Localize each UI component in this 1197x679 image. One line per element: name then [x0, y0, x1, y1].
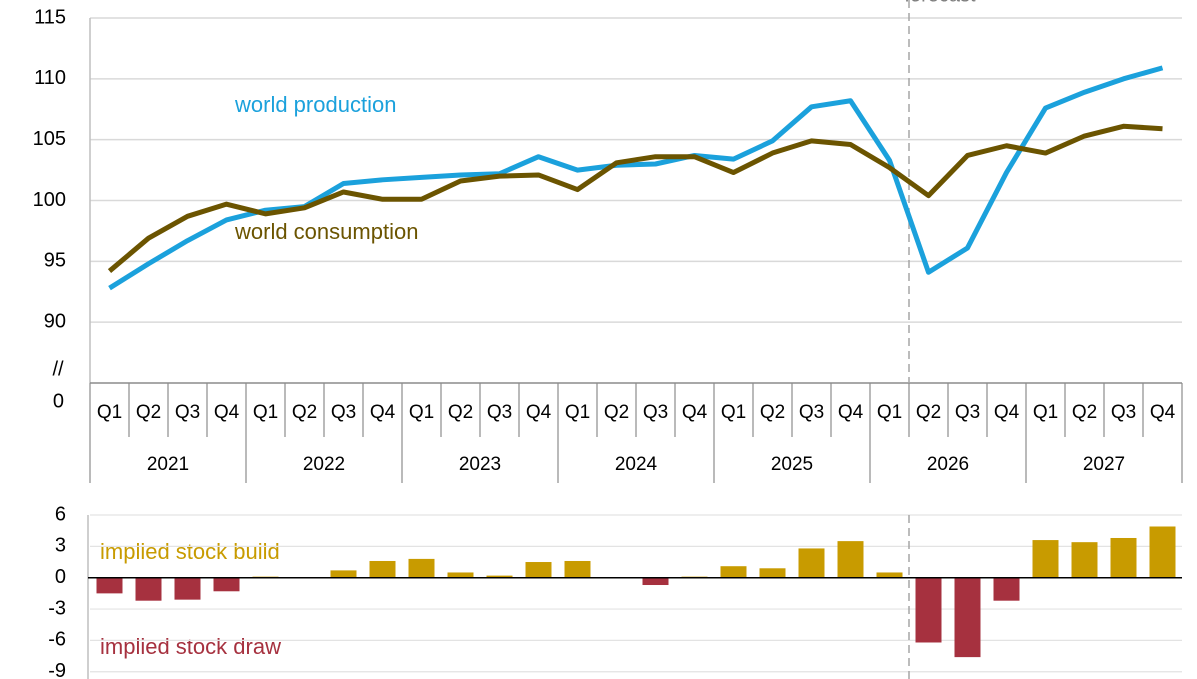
x-tick-label: Q1 — [97, 402, 122, 423]
x-tick-label: Q4 — [1150, 402, 1176, 423]
x-tick-label: Q4 — [526, 402, 552, 423]
bar-annotation: implied stock draw — [100, 634, 281, 659]
x-tick-label: Q1 — [253, 402, 278, 423]
x-tick-label: Q3 — [955, 402, 980, 423]
bar-annotation: implied stock build — [100, 539, 280, 564]
y-tick-label: 95 — [44, 250, 66, 272]
y-tick-label: -3 — [48, 597, 66, 619]
bar — [1110, 537, 1137, 578]
bar — [525, 562, 552, 578]
y-tick-label: 90 — [44, 310, 66, 332]
x-tick-label: Q2 — [136, 402, 161, 423]
bar — [96, 577, 123, 594]
y-tick-label: 100 — [33, 189, 66, 211]
x-tick-label: Q4 — [994, 402, 1020, 423]
x-tick-label: Q4 — [838, 402, 864, 423]
x-tick-label: Q2 — [916, 402, 941, 423]
series-label: world consumption — [234, 219, 418, 244]
bar — [174, 577, 201, 600]
x-tick-label: Q3 — [643, 402, 668, 423]
bar — [135, 577, 162, 601]
x-tick-label: Q4 — [214, 402, 240, 423]
bar — [915, 577, 942, 643]
y-tick-label: 3 — [55, 535, 66, 557]
x-tick-label: Q3 — [1111, 402, 1136, 423]
x-tick-label: Q1 — [565, 402, 590, 423]
bar — [447, 572, 474, 578]
forecast-label: forecast — [904, 0, 976, 6]
bar — [954, 577, 981, 658]
x-tick-label: Q3 — [331, 402, 356, 423]
x-tick-label: Q3 — [487, 402, 512, 423]
series-line — [107, 123, 1163, 273]
y-tick-label: 6 — [55, 503, 66, 525]
bar — [876, 572, 903, 578]
x-tick-label: Q3 — [799, 402, 824, 423]
bar — [369, 560, 396, 578]
x-tick-label: Q1 — [721, 402, 746, 423]
bar — [564, 560, 591, 578]
bar — [720, 566, 747, 578]
x-group-label: 2023 — [459, 454, 501, 475]
x-tick-label: Q2 — [1072, 402, 1097, 423]
x-tick-label: Q3 — [175, 402, 200, 423]
series-label: world production — [234, 92, 396, 117]
bar — [837, 541, 864, 578]
x-tick-label: Q1 — [409, 402, 434, 423]
bar — [993, 577, 1020, 601]
bar — [759, 568, 786, 578]
y-tick-label: 115 — [34, 6, 66, 28]
axis-break-label: 0 — [53, 390, 64, 412]
y-tick-label: 110 — [34, 67, 66, 89]
y-tick-label: 0 — [55, 566, 66, 588]
bar — [213, 577, 240, 592]
bar — [1071, 542, 1098, 578]
x-tick-label: Q4 — [370, 402, 396, 423]
y-tick-label: -9 — [48, 660, 66, 679]
x-group-label: 2022 — [303, 454, 345, 475]
x-tick-label: Q2 — [604, 402, 629, 423]
x-group-label: 2026 — [927, 454, 969, 475]
x-group-label: 2021 — [147, 454, 189, 475]
bar — [330, 570, 357, 578]
axis-break-marker: // — [52, 358, 64, 380]
bar — [642, 577, 669, 586]
x-group-label: 2025 — [771, 454, 813, 475]
bar — [1149, 526, 1176, 578]
x-tick-label: Q2 — [292, 402, 317, 423]
x-tick-label: Q2 — [760, 402, 785, 423]
x-group-label: 2024 — [615, 454, 658, 475]
x-tick-label: Q4 — [682, 402, 708, 423]
x-tick-label: Q1 — [877, 402, 902, 423]
bar — [798, 548, 825, 578]
bar — [408, 558, 435, 578]
x-group-label: 2027 — [1083, 454, 1125, 475]
y-tick-label: 105 — [33, 128, 66, 150]
x-tick-label: Q2 — [448, 402, 473, 423]
bar — [486, 575, 513, 578]
bar — [1032, 540, 1059, 578]
x-tick-label: Q1 — [1033, 402, 1058, 423]
y-tick-label: -6 — [48, 629, 66, 651]
